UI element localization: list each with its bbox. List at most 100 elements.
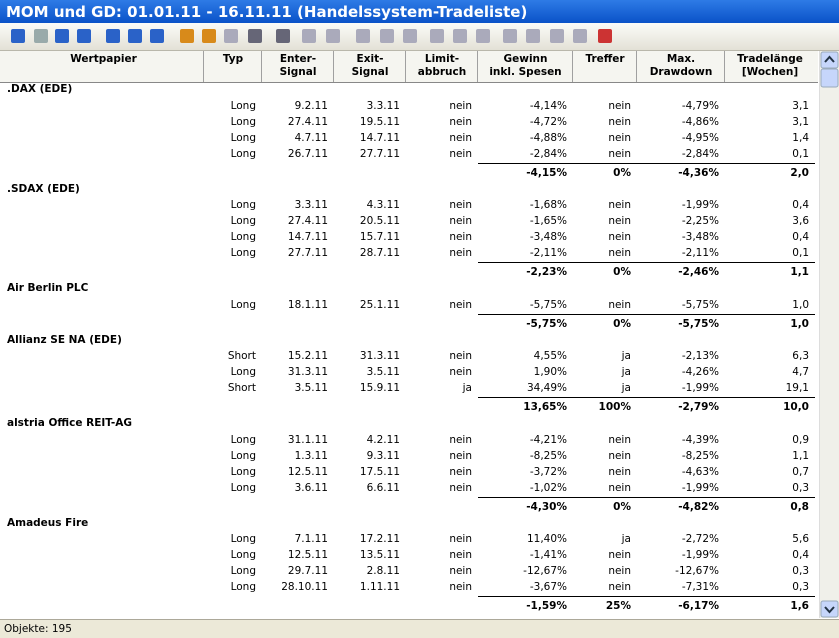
trade-cell: 1,0 [792,298,809,311]
trade-cell: nein [608,247,631,259]
column-separator [724,51,725,82]
trade-cell: 7.1.11 [294,533,328,545]
column-header: [Wochen] [741,66,799,78]
summary-cell: 1,0 [790,317,809,330]
tool-icon[interactable] [276,29,290,43]
column-header: Wertpapier [70,53,137,65]
tool-icon[interactable] [550,29,564,43]
scroll-up[interactable] [820,51,839,69]
tool-icon[interactable] [476,29,490,43]
tool-icon[interactable] [224,29,238,43]
tool-icon[interactable] [598,29,612,43]
trade-cell: 3,1 [792,99,809,112]
trade-cell: nein [608,131,631,144]
trade-cell: 13.5.11 [359,549,400,561]
group-name: .SDAX (EDE) [7,182,80,195]
trade-cell: Long [230,215,256,227]
group-name: .DAX (EDE) [7,83,73,95]
trade-cell: nein [449,581,472,593]
tool-icon[interactable] [503,29,517,43]
trade-cell: 1.11.11 [359,581,400,593]
trade-cell: nein [449,215,472,227]
summary-cell: 1,6 [790,600,809,612]
table-header: Wertpapier Typ Enter- Signal Exit- Signal Limi… [0,51,818,83]
trade-cell: 0,4 [792,199,809,211]
summary-cell: 25% [605,600,631,612]
trade-cell: -5,75% [529,298,567,311]
tool-icon[interactable] [11,29,25,43]
tool-icon[interactable] [77,29,91,43]
tool-icon[interactable] [248,29,262,43]
trade-cell: 15.9.11 [359,382,400,394]
summary-rule [478,596,815,597]
trade-cell: 0,3 [792,581,809,593]
trade-cell: -2,13% [681,350,719,362]
trade-cell: -12,67% [523,565,567,577]
tool-icon[interactable] [326,29,340,43]
column-header: Gewinn [503,53,548,65]
trade-cell: nein [608,215,631,227]
trade-cell: 3.5.11 [294,382,328,394]
trade-cell: 1.3.11 [294,449,328,462]
tool-icon[interactable] [356,29,370,43]
trade-cell: -4,26% [681,366,719,378]
trade-cell: -3,48% [529,231,567,243]
trade-cell: 12.5.11 [287,549,328,561]
trade-cell: 4,55% [533,350,567,362]
tool-icon[interactable] [180,29,194,43]
trade-cell: 6,3 [792,350,809,362]
tool-icon[interactable] [302,29,316,43]
trade-cell: 26.7.11 [287,147,328,160]
tool-icon[interactable] [573,29,587,43]
trade-cell: ja [462,382,472,394]
trade-cell: nein [608,147,631,160]
table-body: .DAX (EDE) Long 9.2.11 3.3.11 nein -4,14% nein… [0,83,818,618]
tool-icon[interactable] [403,29,417,43]
trade-cell: 9.3.11 [366,449,400,462]
trade-cell: nein [449,298,472,311]
trade-cell: -3,67% [529,581,567,593]
trade-cell: Long [230,99,256,112]
trade-cell: nein [608,481,631,494]
scroll-thumb[interactable] [820,68,839,88]
tool-icon[interactable] [430,29,444,43]
tool-icon[interactable] [55,29,69,43]
column-header: Signal [279,66,317,78]
tool-icon[interactable] [526,29,540,43]
scroll-down[interactable] [820,600,839,618]
trade-cell: 3,6 [792,215,809,227]
trade-cell: 9.2.11 [294,99,328,112]
trade-cell: nein [449,350,472,362]
status-text: Objekte: 195 [4,623,72,635]
summary-cell: 0% [613,500,631,513]
trade-cell: Long [230,366,256,378]
column-header: Max. [666,53,696,65]
group-name: Air Berlin PLC [7,282,89,294]
trade-cell: ja [621,382,631,394]
trade-cell: nein [608,549,631,561]
summary-rule [478,313,815,315]
tool-icon[interactable] [453,29,467,43]
trade-cell: nein [449,433,472,446]
trade-cell: 3.3.11 [294,199,328,211]
trade-cell: 0,3 [792,481,809,494]
column-header: Tradelänge [737,53,803,65]
tool-icon[interactable] [34,29,48,43]
trade-cell: 4.3.11 [366,199,400,211]
column-header: Enter- [279,53,317,65]
trade-cell: 1,90% [533,366,567,378]
tool-icon[interactable] [128,29,142,43]
tool-icon[interactable] [202,29,216,43]
trade-cell: 3,1 [792,115,809,128]
trade-cell: 34,49% [526,382,567,394]
summary-cell: -1,59% [526,600,567,612]
trade-cell: nein [608,581,631,593]
tool-icon[interactable] [150,29,164,43]
tool-icon[interactable] [380,29,394,43]
scrollbar[interactable] [819,51,839,618]
window-title: MOM und GD: 01.01.11 - 16.11.11 (Handels… [6,3,528,21]
trade-cell: 1,4 [792,131,809,144]
tool-icon[interactable] [106,29,120,43]
summary-cell: 100% [598,401,631,413]
summary-rule [478,397,815,398]
